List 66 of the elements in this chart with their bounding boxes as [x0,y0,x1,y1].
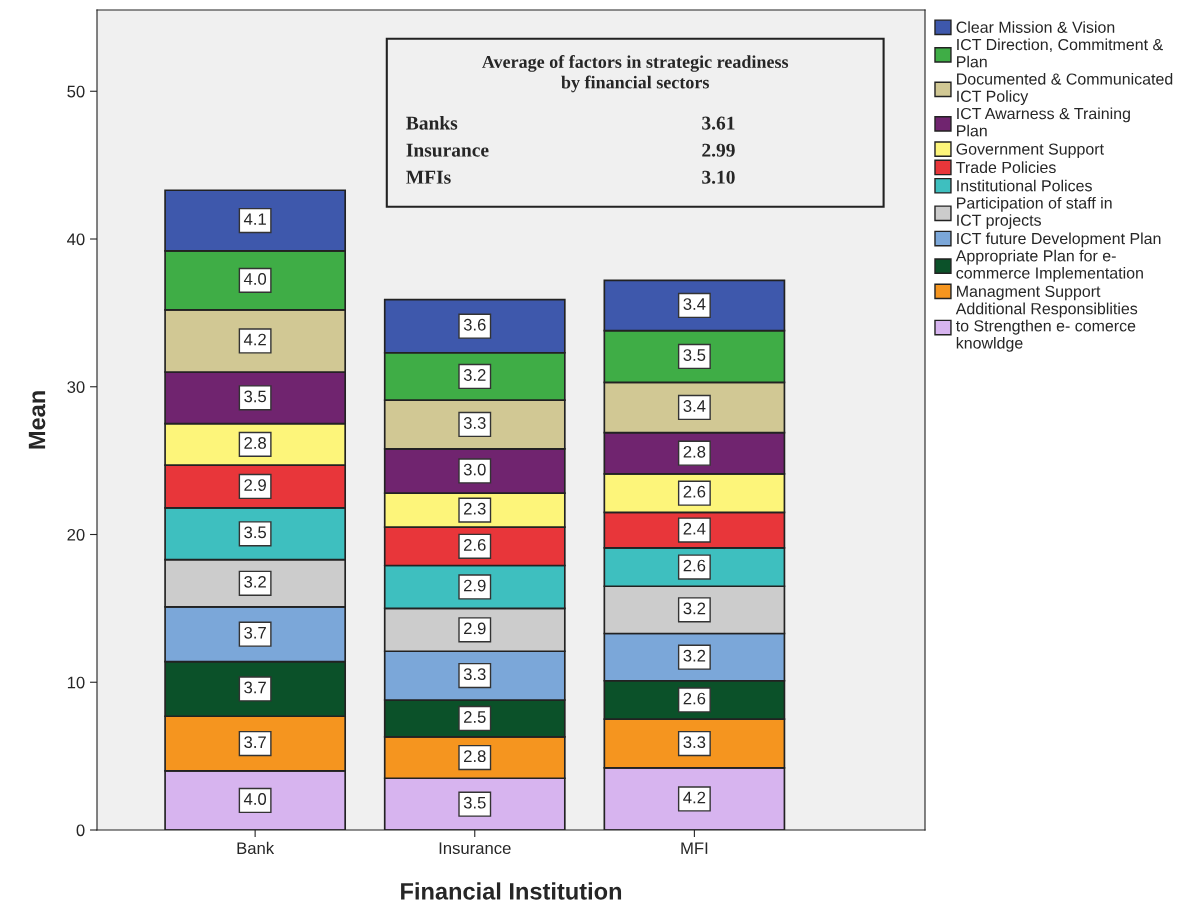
annotation: 2.99 [702,143,735,157]
data-label: 2.8 [244,437,266,449]
data-label: 3.4 [683,298,706,310]
data-label: 2.9 [244,479,266,491]
y-axis-title: Mean [28,391,46,449]
legend-label: ICT Awarness & Training Plan [957,107,1130,137]
data-label: 4.2 [243,333,266,346]
data-label: 2.9 [464,579,486,592]
data-label: 2.5 [464,711,486,723]
annotation: MFIs [406,170,451,184]
y-tick-label: 50 [67,85,85,98]
legend-label: Managment Support [957,285,1101,301]
data-label: 2.8 [464,750,486,763]
legend-label: Participation of staff in ICT projects [957,196,1112,230]
legend-label: ICT Direction, Commitment & Plan [957,38,1163,68]
data-label: 3.3 [463,417,486,429]
data-label: 3.0 [463,463,486,476]
x-axis-title: Financial Institution [401,882,622,900]
y-tick-label: 0 [76,824,85,837]
data-label: 3.2 [463,369,486,381]
x-tick-label: Bank [237,841,275,855]
legend-label: Additional Responsiblities to Strengthen e- comerce knowldge [955,302,1138,352]
data-label: 3.7 [244,626,266,639]
legend-label: Trade Policies [956,161,1056,174]
legend-label: Clear Mission & Vision [956,21,1115,33]
legend-label: Institutional Polices [957,179,1092,192]
x-tick-label: Insurance [439,842,511,855]
data-label: 3.7 [244,736,266,749]
data-label: 3.3 [463,668,486,681]
data-label: 2.6 [683,692,706,705]
x-tick-label: MFI [681,842,708,854]
data-label: 3.7 [244,681,266,694]
annotation: Banks [406,115,458,130]
data-label: 3.5 [244,390,267,403]
legend-label: Appropriate Plan for e- commerce Implementation [955,249,1143,282]
annotation: Insurance [406,143,489,157]
data-label: 4.2 [683,791,706,804]
data-label: 3.2 [244,575,266,588]
y-tick-label: 20 [67,528,85,541]
data-label: 3.2 [683,602,706,615]
data-label: 2.4 [683,522,706,535]
legend-label: ICT future Development Plan [957,232,1161,248]
legend-label: Government Support [956,143,1104,158]
data-label: 3.2 [683,649,706,662]
data-label: 2.6 [464,539,486,551]
data-label: 3.5 [244,526,267,539]
data-label: 3.4 [683,400,706,412]
data-label: 3.6 [463,318,486,331]
y-tick-label: 30 [67,381,85,393]
data-label: 3.5 [683,349,706,361]
annotation: 3.10 [702,170,735,184]
data-label: 4.0 [243,273,267,285]
data-label: 3.3 [683,736,706,749]
data-label: 2.3 [464,502,486,515]
data-label: 4.0 [243,793,267,805]
data-label: 2.6 [683,485,706,498]
y-tick-label: 10 [67,676,85,689]
data-label: 4.1 [243,213,266,225]
y-tick-label: 40 [67,233,85,246]
legend-label: Documented & Communicated ICT Policy [957,72,1173,106]
data-label: 2.8 [683,445,706,458]
annotation: 3.61 [702,116,735,130]
data-label: 2.9 [464,622,486,635]
data-label: 3.5 [463,796,486,809]
annotation: Average of factors in strategic readiness by financial sectors [482,55,789,93]
data-label: 2.6 [683,559,706,572]
